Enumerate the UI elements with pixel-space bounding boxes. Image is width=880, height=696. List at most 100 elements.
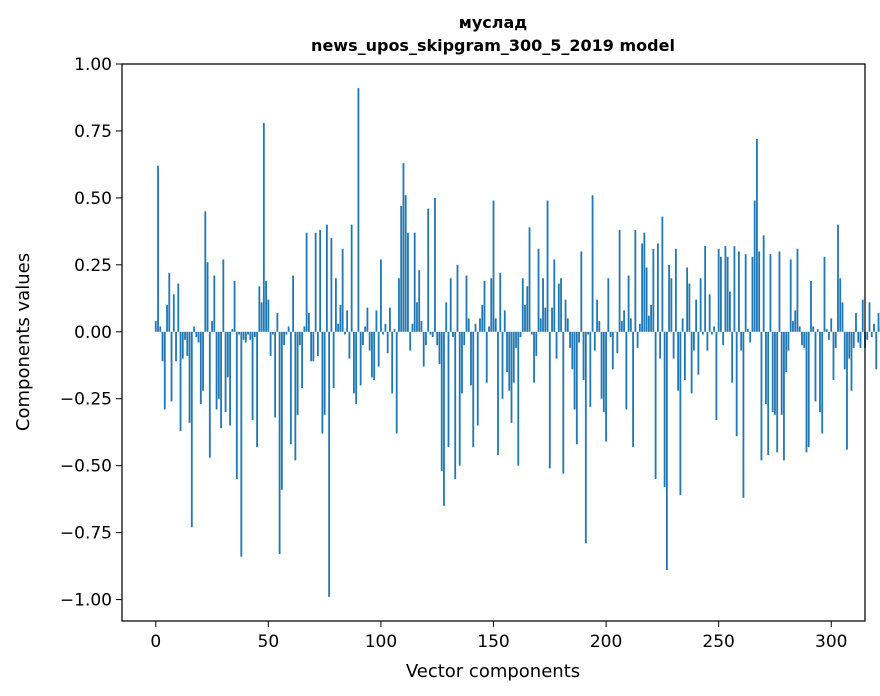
bar-97 — [373, 331, 376, 380]
bar-311 — [855, 313, 857, 332]
x-axis-ticks: 0 50 100 150 200 250 300 — [150, 621, 847, 652]
bar-321 — [877, 313, 880, 332]
bar-93 — [364, 326, 367, 332]
bar-65 — [301, 331, 304, 389]
chart-title-line1: муслад — [459, 13, 528, 32]
bar-68 — [307, 313, 310, 332]
bar-143 — [476, 331, 479, 426]
bar-300 — [830, 318, 833, 332]
bar-218 — [645, 267, 648, 332]
bar-126 — [438, 331, 441, 364]
bar-100 — [380, 259, 382, 332]
bar-153 — [499, 272, 502, 332]
bar-0 — [154, 321, 157, 332]
bar-90 — [357, 88, 360, 332]
bar-152 — [497, 331, 499, 455]
bar-251 — [720, 256, 722, 332]
y-tick-label: 0.25 — [74, 256, 112, 276]
bar-124 — [434, 197, 436, 332]
bar-148 — [488, 326, 490, 332]
bar-99 — [377, 331, 380, 367]
bar-129 — [445, 302, 448, 332]
bar-241 — [697, 331, 700, 375]
bar-253 — [724, 246, 727, 332]
bar-74 — [321, 331, 324, 434]
bar-171 — [539, 318, 542, 332]
bar-37 — [238, 331, 240, 335]
bar-84 — [343, 331, 346, 335]
bar-117 — [418, 270, 421, 332]
bar-176 — [551, 307, 553, 332]
bar-142 — [474, 323, 477, 332]
bar-179 — [557, 283, 560, 332]
bar-10 — [177, 283, 180, 332]
bar-101 — [382, 331, 385, 335]
bar-281 — [787, 331, 790, 351]
bar-3 — [161, 331, 164, 362]
bar-17 — [193, 326, 195, 332]
bar-79 — [332, 331, 335, 389]
bar-55 — [278, 331, 281, 555]
bar-24 — [208, 331, 211, 458]
bar-87 — [350, 224, 353, 332]
bar-222 — [654, 331, 657, 480]
bar-48 — [262, 122, 265, 332]
bar-70 — [312, 331, 315, 362]
bar-60 — [289, 331, 292, 445]
bar-266 — [753, 200, 756, 332]
bar-298 — [825, 329, 828, 332]
bar-81 — [337, 323, 340, 332]
bar-86 — [348, 331, 351, 359]
bar-296 — [821, 331, 824, 434]
bar-31 — [224, 331, 227, 413]
bar-159 — [512, 331, 515, 383]
bar-43 — [251, 331, 254, 421]
bar-283 — [792, 321, 794, 332]
bar-135 — [458, 331, 461, 466]
bar-58 — [285, 331, 288, 335]
x-tick-label: 150 — [477, 632, 509, 652]
bar-209 — [625, 331, 628, 410]
bar-254 — [726, 256, 729, 332]
bar-134 — [456, 264, 459, 332]
bar-125 — [436, 331, 439, 346]
bar-76 — [325, 224, 328, 332]
bar-104 — [389, 307, 391, 332]
bar-155 — [503, 310, 506, 332]
bar-196 — [596, 299, 598, 332]
bar-151 — [494, 318, 497, 332]
bar-96 — [371, 331, 373, 378]
bar-26 — [213, 275, 216, 332]
bar-270 — [762, 235, 765, 332]
bar-308 — [848, 331, 851, 359]
bar-205 — [616, 331, 619, 354]
bar-187 — [575, 331, 578, 445]
bar-235 — [683, 331, 686, 380]
bar-200 — [605, 331, 607, 442]
bar-47 — [260, 302, 263, 332]
bar-7 — [170, 331, 173, 402]
bar-4 — [163, 331, 166, 410]
bar-1 — [157, 165, 159, 332]
bar-257 — [733, 246, 736, 332]
bar-319 — [873, 323, 875, 332]
x-tick-label: 300 — [815, 632, 847, 652]
bar-256 — [731, 331, 734, 383]
bar-158 — [510, 331, 513, 423]
bar-83 — [341, 248, 344, 332]
bar-202 — [609, 331, 612, 338]
bar-149 — [490, 278, 493, 332]
bar-6 — [168, 272, 171, 332]
bar-137 — [463, 331, 466, 346]
bar-132 — [452, 331, 454, 338]
bar-113 — [409, 331, 412, 351]
bar-193 — [589, 331, 592, 407]
bar-258 — [735, 331, 738, 437]
bar-147 — [485, 331, 488, 383]
bar-2 — [159, 326, 162, 332]
bar-175 — [548, 331, 551, 469]
bar-30 — [222, 259, 225, 332]
x-tick-label: 200 — [590, 632, 622, 652]
bar-207 — [620, 321, 623, 332]
bar-127 — [440, 331, 443, 472]
